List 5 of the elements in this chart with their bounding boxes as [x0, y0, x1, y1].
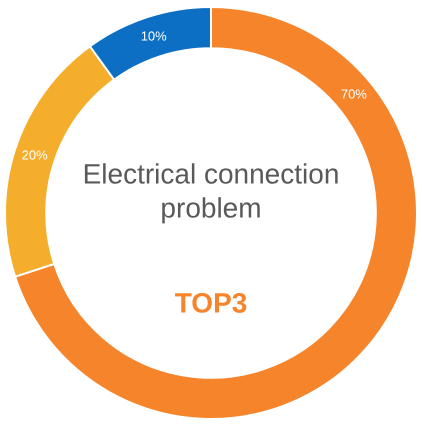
text: Electrical connection problem — [82, 158, 340, 224]
data-label: 70% — [340, 86, 368, 102]
data-label: 10% — [140, 28, 168, 44]
text: TOP3 — [174, 288, 248, 319]
data-label: 20% — [22, 147, 48, 162]
